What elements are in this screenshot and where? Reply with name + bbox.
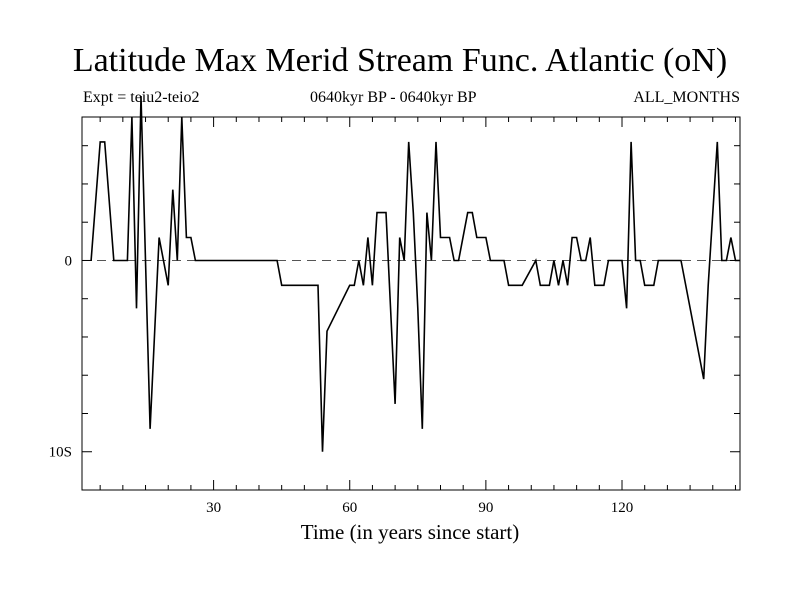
x-tick-label: 30	[206, 500, 221, 516]
x-tick-label: 90	[478, 500, 493, 516]
x-axis-label: Time (in years since start)	[300, 520, 520, 544]
y-tick-label: 10S	[49, 445, 72, 461]
x-tick-label: 120	[611, 500, 634, 516]
series-line	[90, 95, 740, 452]
x-tick-label: 60	[342, 500, 357, 516]
chart-title: Latitude Max Merid Stream Func. Atlantic…	[72, 42, 728, 79]
period-label: 0640kyr BP - 0640kyr BP	[310, 89, 477, 106]
months-label: ALL_MONTHS	[633, 89, 740, 106]
y-tick-label: 0	[65, 253, 73, 269]
plot-frame	[81, 116, 741, 491]
